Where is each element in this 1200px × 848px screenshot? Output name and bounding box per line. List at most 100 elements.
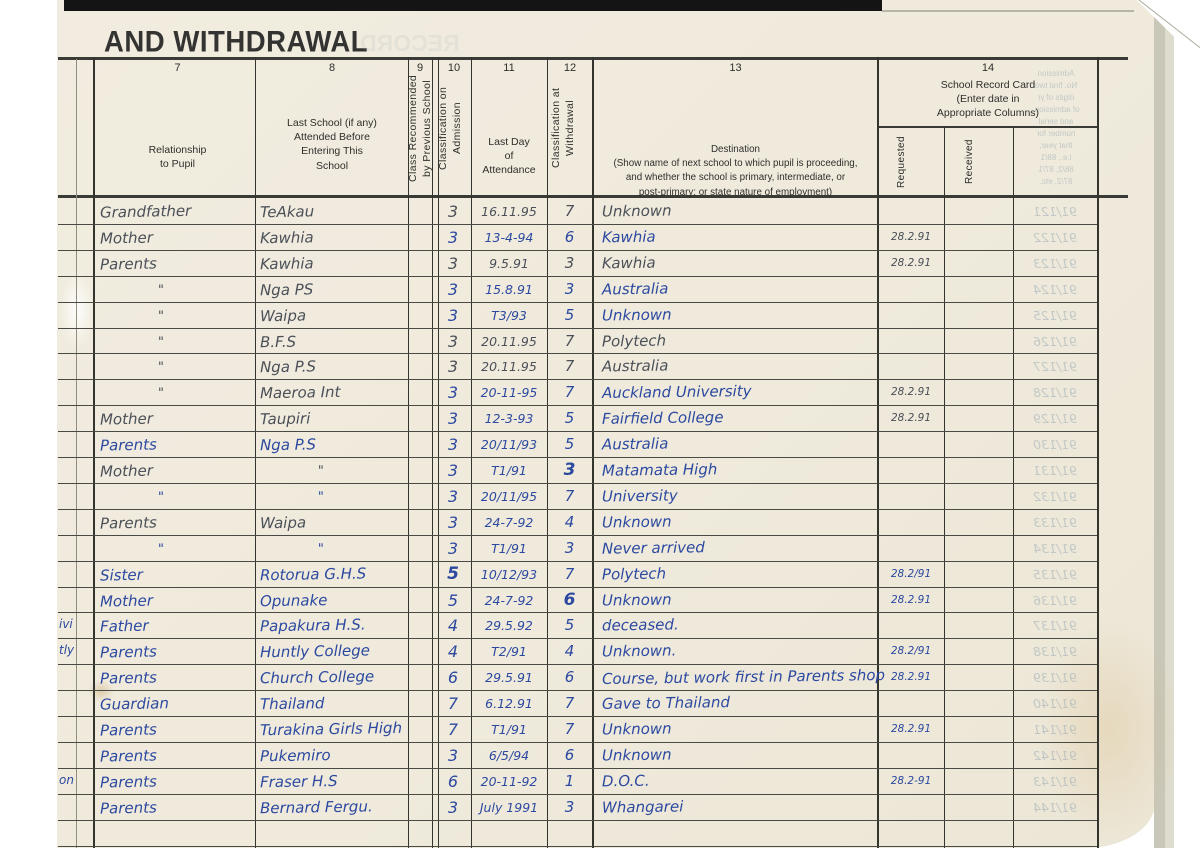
classification-admission-cell: 7 (447, 694, 459, 714)
classification-admission-cell: 3 (447, 435, 459, 455)
last-school-cell: Papakura H.S. (259, 615, 366, 636)
classification-admission-cell: 4 (447, 642, 459, 662)
row-rule (58, 405, 1097, 407)
classification-withdrawal-cell: 7 (564, 564, 575, 583)
col-border (438, 57, 439, 848)
last-day-cell: 20-11-95 (480, 385, 538, 401)
row-rule (58, 767, 1097, 769)
record-card-requested-cell: 28.2.91 (890, 230, 932, 243)
classification-withdrawal-cell: 7 (564, 486, 575, 505)
table-row: " B.F.S 3 20.11.95 7 Polytech 91/126 (0, 329, 1200, 355)
classification-withdrawal-cell: 4 (564, 642, 575, 661)
destination-cell: Never arrived (601, 537, 705, 558)
last-school-cell: Church College (259, 667, 375, 688)
col9-number: 9 (416, 62, 424, 74)
col10-number: 10 (447, 62, 461, 74)
relationship-cell: Guardian (99, 694, 170, 714)
classification-admission-cell: 3 (447, 461, 459, 480)
last-day-cell: T2/91 (491, 644, 527, 660)
bleedthrough-title: RECORD (360, 30, 460, 56)
last-school-cell: Nga P.S (259, 435, 317, 455)
bleedthrough-admission-number: 91/138 (1033, 644, 1077, 660)
classification-admission-cell: 3 (447, 202, 459, 221)
col14-received-label: Received (964, 139, 975, 185)
classification-withdrawal-cell: 5 (564, 305, 575, 324)
relationship-cell: Parents (99, 798, 158, 818)
row-rule (58, 327, 1097, 329)
last-school-cell: Taupiri (259, 409, 311, 429)
col-border (592, 57, 594, 848)
row-rule (58, 508, 1097, 510)
margin-fragment: ivi (59, 617, 73, 632)
last-school-cell: Waipa (259, 513, 307, 533)
classification-admission-cell: 4 (447, 616, 459, 636)
bleedthrough-admission-number: 91/121 (1033, 204, 1077, 219)
table-row: Sister Rotorua G.H.S 5 10/12/93 7 Polytech 28.… (0, 562, 1200, 588)
relationship-cell: Parents (99, 642, 158, 662)
last-day-cell: 12-3-93 (484, 411, 534, 427)
table-row: Mother Taupiri 3 12-3-93 5 Fairfield College 2… (0, 406, 1200, 432)
destination-cell: Unknown (601, 719, 672, 739)
bleedthrough-admission-number: 91/131 (1033, 463, 1077, 478)
col12-number: 12 (563, 62, 577, 74)
row-rule (58, 586, 1097, 588)
table-row: Guardian Thailand 7 6.12.91 7 Gave to Thailan… (0, 691, 1200, 717)
last-school-cell: Huntly College (259, 641, 371, 662)
table-row: Father Papakura H.S. 4 29.5.92 5 deceased. 91/… (0, 613, 1200, 639)
classification-admission-cell: 3 (447, 486, 459, 506)
bleedthrough-admission-number: 91/127 (1033, 359, 1077, 375)
row-rule (58, 741, 1097, 743)
page-top-edge (882, 10, 1134, 12)
classification-withdrawal-cell: 6 (564, 668, 575, 687)
relationship-cell: Parents (99, 254, 158, 274)
col-border (1013, 126, 1014, 848)
col9-label-rotated: Class Recommended by Previous School (407, 74, 434, 182)
destination-cell: Australia (601, 279, 669, 299)
classification-withdrawal-cell: 1 (564, 771, 575, 790)
last-school-cell: Opunake (259, 590, 328, 610)
destination-cell: University (601, 486, 678, 506)
destination-cell: D.O.C. (601, 771, 650, 791)
last-day-cell: 15.8.91 (485, 281, 533, 297)
classification-withdrawal-cell: 7 (564, 383, 575, 402)
last-school-cell: Kawhia (259, 228, 314, 248)
classification-withdrawal-cell: 3 (564, 279, 575, 298)
row-rule (58, 819, 1097, 821)
destination-cell: Whangarei (601, 797, 684, 817)
row-rule (58, 793, 1097, 795)
classification-withdrawal-cell: 7 (564, 331, 575, 350)
last-day-cell: 20/11/95 (480, 488, 538, 504)
last-school-cell: Fraser H.S (259, 771, 338, 792)
row-rule (58, 638, 1097, 640)
record-card-requested-cell: 28.2.91 (890, 671, 932, 684)
row-rule (58, 301, 1097, 303)
relationship-cell: Mother (99, 461, 154, 481)
classification-withdrawal-cell: 6 (564, 227, 575, 246)
destination-cell: Unknown (601, 512, 672, 532)
table-row: " Maeroa Int 3 20-11-95 7 Auckland University… (0, 380, 1200, 406)
last-day-cell: T1/91 (491, 722, 527, 737)
record-card-divider (877, 126, 1097, 128)
row-rule (58, 612, 1097, 614)
record-card-requested-cell: 28.2.91 (890, 723, 932, 735)
bleedthrough-admission-number: 91/125 (1033, 307, 1077, 323)
relationship-cell: Father (99, 616, 149, 637)
table-row: Mother Kawhia 3 13-4-94 6 Kawhia 28.2.91 91/122 (0, 225, 1200, 251)
row-rule (58, 664, 1097, 666)
destination-cell: Fairfield College (601, 408, 724, 429)
classification-admission-cell: 3 (447, 512, 459, 532)
relationship-cell: Parents (99, 513, 158, 533)
col-border (408, 57, 409, 848)
classification-withdrawal-cell: 6 (563, 589, 576, 610)
table-row: " Nga PS 3 15.8.91 3 Australia 91/124 (0, 277, 1200, 303)
relationship-cell: Parents (99, 772, 158, 792)
row-rule (58, 249, 1097, 251)
bleedthrough-admission-number: 91/134 (1033, 540, 1077, 556)
relationship-cell: Parents (99, 746, 158, 766)
last-school-cell: Rotorua G.H.S (259, 564, 367, 584)
col8-number: 8 (328, 62, 336, 74)
relationship-cell: Parents (99, 435, 158, 455)
record-card-requested-cell: 28.2.91 (890, 256, 932, 269)
classification-admission-cell: 3 (447, 383, 459, 403)
margin-fragment: tly (59, 643, 75, 658)
